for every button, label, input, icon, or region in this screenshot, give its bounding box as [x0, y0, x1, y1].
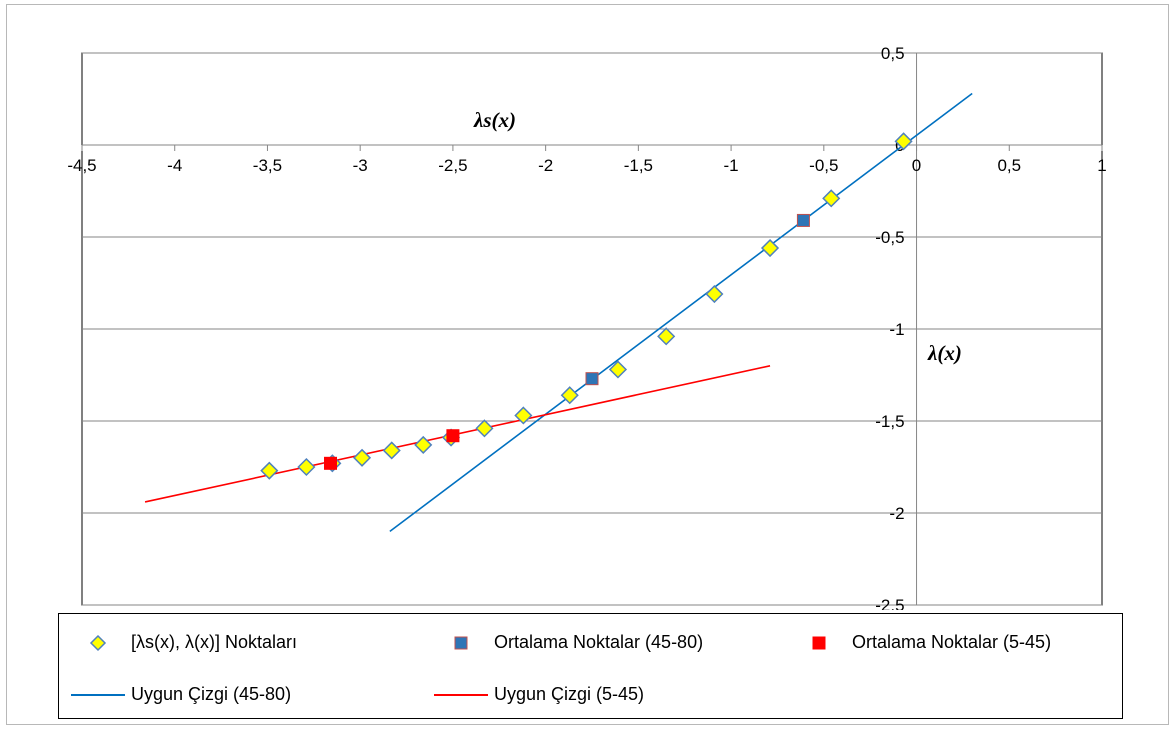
legend-label-mean-5-45: Ortalama Noktalar (5-45)	[852, 632, 1052, 652]
legend: [λs(x), λ(x)] Noktaları Ortalama Noktala…	[58, 613, 1123, 719]
y-tick-labels: 0,50-0,5-1-1,5-2-2,5	[875, 44, 904, 610]
data-point-diamond	[560, 386, 579, 405]
data-point-diamond	[705, 284, 724, 304]
x-tick-label: -1	[724, 156, 739, 175]
legend-label-points: [λs(x), λ(x)] Noktaları	[131, 632, 298, 652]
scatter-chart: -4,5 -4 -3,5 -3 -2,5 -2 -1,5 -1 -0,5 0 0,5 1 0,5 0 -0…	[67, 44, 1106, 610]
axes	[81, 52, 1103, 606]
legend-red-square-icon	[792, 633, 846, 653]
y-tick-label: -1	[889, 320, 904, 339]
chart-frame	[6, 4, 1169, 725]
data-point-diamond	[382, 441, 401, 460]
data-point-diamond	[297, 457, 316, 477]
x-tick-label: 0,5	[997, 156, 1021, 175]
legend-blue-line-icon	[71, 685, 125, 705]
y-tick-label: -0,5	[875, 228, 904, 247]
x-axis-title: λs(x)	[473, 108, 516, 132]
gridlines	[82, 52, 1102, 606]
y-tick-label: -2	[889, 504, 904, 523]
x-tick-label: -4	[167, 156, 182, 175]
x-tick-label: -2	[538, 156, 553, 175]
data-point-diamond	[475, 419, 494, 438]
data-point-diamond	[260, 461, 279, 480]
legend-diamond-icon	[71, 633, 125, 653]
legend-blue-square-icon	[434, 633, 488, 653]
x-tick-label: 0	[912, 156, 921, 175]
x-tick-label: -3,5	[253, 156, 282, 175]
x-tick-label: 1	[1097, 156, 1106, 175]
data-point-diamond	[608, 360, 628, 379]
x-tick-label: -1,5	[624, 156, 653, 175]
data-point-diamond	[352, 448, 372, 467]
data-point-diamond	[822, 189, 841, 208]
data-point-square	[796, 213, 810, 227]
legend-red-line-icon	[434, 685, 488, 705]
x-tick-label: -0,5	[809, 156, 838, 175]
data-point-square	[324, 456, 338, 470]
legend-item-mean-45-80: Ortalama Noktalar (45-80)	[434, 632, 703, 653]
data-point-diamond	[514, 406, 533, 425]
x-tick-label: -3	[353, 156, 368, 175]
y-axis-title: λ(x)	[927, 341, 962, 365]
data-point-square	[446, 429, 460, 443]
data-point-diamond	[414, 435, 433, 454]
y-tick-label: 0,5	[881, 44, 905, 63]
legend-label-mean-45-80: Ortalama Noktalar (45-80)	[494, 632, 704, 652]
legend-item-points: [λs(x), λ(x)] Noktaları	[71, 632, 297, 653]
x-tick-label: -4,5	[67, 156, 96, 175]
data-point-diamond	[657, 327, 676, 346]
y-tick-label: -1,5	[875, 412, 904, 431]
legend-label-fit-5-45: Uygun Çizgi (5-45)	[494, 684, 645, 704]
legend-item-mean-5-45: Ortalama Noktalar (5-45)	[792, 632, 1051, 653]
fit-line	[389, 92, 973, 533]
y-tick-label: -2,5	[875, 596, 904, 610]
data-points	[260, 132, 913, 480]
legend-item-fit-45-80: Uygun Çizgi (45-80)	[71, 684, 291, 705]
x-tick-label: -2,5	[438, 156, 467, 175]
data-point-square	[585, 372, 599, 386]
legend-label-fit-45-80: Uygun Çizgi (45-80)	[131, 684, 292, 704]
x-tick-labels: -4,5 -4 -3,5 -3 -2,5 -2 -1,5 -1 -0,5 0 0,5 1	[67, 156, 1106, 175]
legend-item-fit-5-45: Uygun Çizgi (5-45)	[434, 684, 644, 705]
data-point-diamond	[894, 132, 913, 151]
data-point-diamond	[760, 238, 780, 258]
